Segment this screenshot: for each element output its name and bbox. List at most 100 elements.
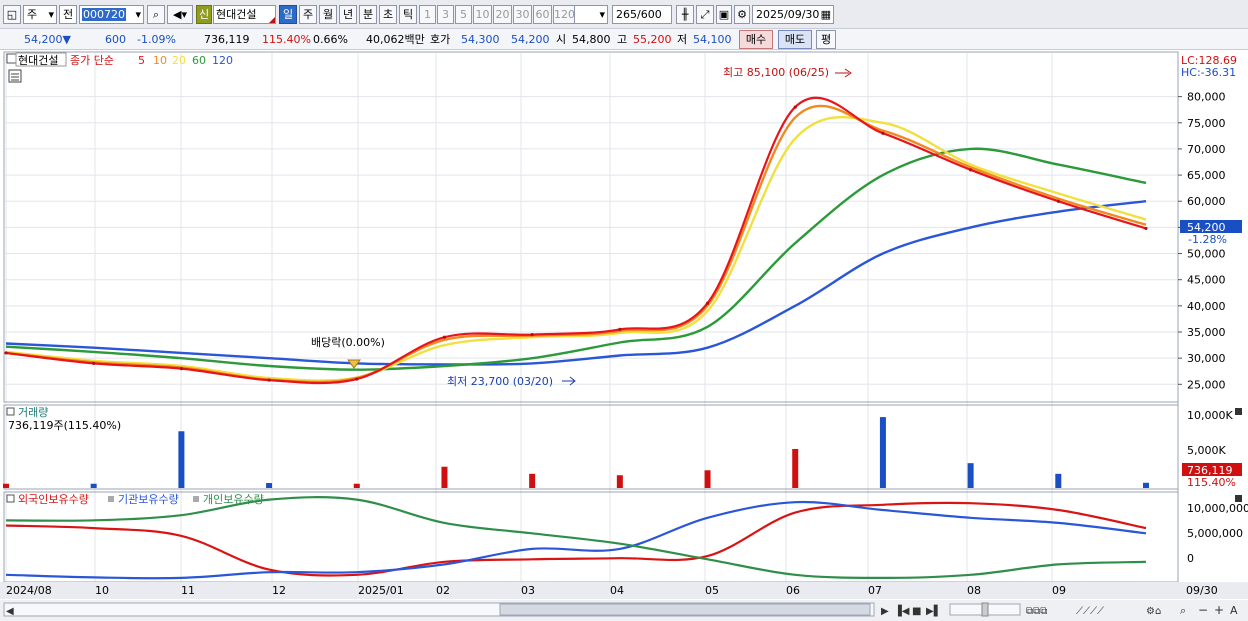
volume-bar <box>792 449 799 488</box>
interval-button-60[interactable]: 60 <box>533 5 552 24</box>
ma-line-10 <box>5 104 1147 384</box>
panel-close-icon[interactable] <box>1235 495 1242 502</box>
dividend-marker-icon <box>347 359 361 369</box>
stop-icon[interactable]: ■ <box>912 606 921 617</box>
scroll-left-icon[interactable]: ◀ <box>6 606 14 617</box>
next-page-icon[interactable]: ▶▌ <box>926 604 941 617</box>
flag-icon <box>269 17 275 23</box>
volume-bar <box>266 483 273 488</box>
chevron-down-icon: ▾ <box>135 8 141 21</box>
lc-label: LC:128.69 <box>1181 54 1237 67</box>
open-price: 54,800 <box>572 33 611 46</box>
drawing-tools-icon[interactable]: ⟋⟋⟋⟋ <box>1076 606 1104 617</box>
prev-page-icon[interactable]: ▐◀ <box>894 604 910 617</box>
stock-name-field[interactable]: 현대건설 <box>213 5 276 24</box>
panel-close-icon[interactable] <box>1235 408 1242 415</box>
price-y-tick: 30,000 <box>1187 352 1226 365</box>
zoom-slider-handle[interactable] <box>981 602 989 617</box>
price-y-tick: 60,000 <box>1187 195 1226 208</box>
x-axis-label: 2025/01 <box>358 584 404 597</box>
interval-button-120[interactable]: 120 <box>553 5 575 24</box>
date-field[interactable]: 2025/09/30 ▦ <box>752 5 834 24</box>
high-annotation: 최고 85,100 (06/25) <box>723 66 829 79</box>
current-price-tag-pct: -1.28% <box>1188 233 1227 246</box>
volume-bar <box>178 431 185 488</box>
type-select-value: 주 <box>27 8 38 21</box>
type-select[interactable]: 주 ▾ <box>23 5 57 24</box>
calculator-icon[interactable] <box>8 69 22 83</box>
panel-menu-icon[interactable] <box>6 494 15 503</box>
ma-line-5 <box>5 96 1147 385</box>
price-point <box>179 367 183 371</box>
price-y-tick: 25,000 <box>1187 378 1226 391</box>
turnover-rate: 0.66% <box>313 33 348 46</box>
ma-label-20: 20 <box>172 54 186 67</box>
x-axis-label: 04 <box>610 584 624 597</box>
arrow-right-icon <box>562 376 576 386</box>
search-icon[interactable]: ⌕ <box>147 5 165 24</box>
count-field[interactable]: 265/600 <box>612 5 672 24</box>
ma-title: 종가 단순 <box>70 54 114 67</box>
calendar-icon: ▦ <box>820 8 831 21</box>
period-tab-4[interactable]: 분 <box>359 5 377 24</box>
settings-tools-icon[interactable]: ⚙⌂ <box>1146 606 1161 617</box>
zoom-out-icon[interactable]: − <box>1198 603 1208 617</box>
volume-current-tag <box>1182 463 1242 476</box>
interval-button-30[interactable]: 30 <box>513 5 532 24</box>
scroll-right-icon[interactable]: ▶ <box>881 606 889 617</box>
legend-foreign: 외국인보유수량 <box>18 493 89 506</box>
bid-label: 호가 <box>430 33 451 46</box>
interval-dropdown[interactable]: ▾ <box>572 5 608 24</box>
period-tab-1[interactable]: 주 <box>299 5 317 24</box>
holding-line-1 <box>5 500 1147 580</box>
price-point <box>530 333 534 337</box>
price-y-tick: 35,000 <box>1187 326 1226 339</box>
window-menu-icon[interactable]: ◱ <box>3 5 21 24</box>
eval-button[interactable]: 평 <box>816 30 836 49</box>
interval-button-1[interactable]: 1 <box>419 5 436 24</box>
holding-line-0 <box>5 501 1147 577</box>
price-point <box>4 351 8 355</box>
sell-button[interactable]: 매도 <box>778 30 812 49</box>
volume-bar <box>879 417 886 488</box>
save-icon[interactable]: ▣ <box>716 5 732 24</box>
text-tool-icon[interactable]: A <box>1230 604 1238 617</box>
period-tab-0[interactable]: 일 <box>279 5 297 24</box>
interval-button-20[interactable]: 20 <box>493 5 512 24</box>
trade-amount: 40,062백만 <box>366 33 425 46</box>
speaker-icon[interactable]: ◀▾ <box>167 5 193 24</box>
volume-bar <box>441 466 448 488</box>
panel-menu-icon[interactable] <box>6 407 15 416</box>
layout-icon[interactable]: ⧉⧉⧉ <box>1026 606 1047 617</box>
interval-button-10[interactable]: 10 <box>473 5 492 24</box>
price-lines <box>4 96 1148 385</box>
volume-value-label: 736,119주(115.40%) <box>8 419 121 432</box>
x-axis: 2024/08 10 11 12 2025/01 02 03 04 05 06 07 08 09 09/3… <box>6 584 1218 597</box>
scrollbar-thumb[interactable] <box>499 603 871 616</box>
x-axis-label: 07 <box>868 584 882 597</box>
zoom-in-icon[interactable]: + <box>1214 603 1224 617</box>
panel-menu-icon[interactable] <box>6 53 17 64</box>
current-price-tag <box>1180 220 1242 233</box>
volume-bar <box>353 483 360 488</box>
interval-button-5[interactable]: 5 <box>455 5 472 24</box>
ma-label-120: 120 <box>212 54 233 67</box>
candle-icon[interactable]: ╫ <box>676 5 694 24</box>
tool-icon[interactable]: ⤢ <box>696 5 714 24</box>
gear-icon[interactable]: ⚙ <box>734 5 750 24</box>
holding-tick-10m: 10,000,000 <box>1187 502 1248 515</box>
interval-button-3[interactable]: 3 <box>437 5 454 24</box>
zoom-search-icon[interactable]: ⌕ <box>1180 604 1186 617</box>
volume-ratio: 115.40% <box>262 33 311 46</box>
period-tab-6[interactable]: 틱 <box>399 5 417 24</box>
prev-select[interactable]: 전 <box>59 5 77 24</box>
buy-button[interactable]: 매수 <box>739 30 773 49</box>
period-tab-2[interactable]: 월 <box>319 5 337 24</box>
holding-line-2 <box>5 496 1147 580</box>
ma-line-20 <box>5 115 1147 382</box>
x-axis-label: 03 <box>521 584 535 597</box>
period-tab-5[interactable]: 초 <box>379 5 397 24</box>
period-tab-3[interactable]: 년 <box>339 5 357 24</box>
holding-tick-0: 0 <box>1187 552 1194 565</box>
stock-code-input[interactable]: 000720 ▾ <box>79 5 144 24</box>
